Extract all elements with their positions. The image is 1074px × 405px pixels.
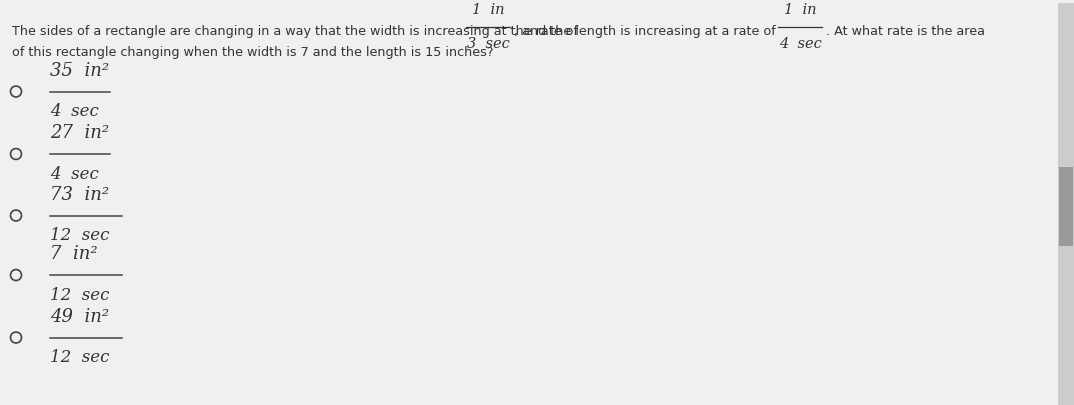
Text: 4  sec: 4 sec	[50, 103, 99, 120]
Text: . At what rate is the area: . At what rate is the area	[826, 26, 985, 38]
Text: 35  in²: 35 in²	[50, 62, 110, 80]
Text: , and the length is increasing at a rate of: , and the length is increasing at a rate…	[514, 26, 775, 38]
Text: 49  in²: 49 in²	[50, 308, 110, 326]
Text: 27  in²: 27 in²	[50, 124, 110, 142]
Text: 12  sec: 12 sec	[50, 287, 110, 304]
Text: 73  in²: 73 in²	[50, 185, 110, 204]
Bar	[1059, 167, 1073, 246]
Text: of this rectangle changing when the width is 7 and the length is 15 inches?: of this rectangle changing when the widt…	[12, 46, 493, 59]
Bar	[1058, 3, 1074, 405]
Text: The sides of a rectangle are changing in a way that the width is increasing at t: The sides of a rectangle are changing in…	[12, 26, 578, 38]
Text: 4  sec: 4 sec	[779, 37, 822, 51]
Text: 4  sec: 4 sec	[50, 166, 99, 183]
Text: 3  sec: 3 sec	[466, 37, 509, 51]
Text: 12  sec: 12 sec	[50, 228, 110, 245]
Text: 1  in: 1 in	[471, 3, 505, 17]
Text: 7  in²: 7 in²	[50, 245, 98, 263]
Text: 1  in: 1 in	[784, 3, 816, 17]
Text: 12  sec: 12 sec	[50, 350, 110, 367]
